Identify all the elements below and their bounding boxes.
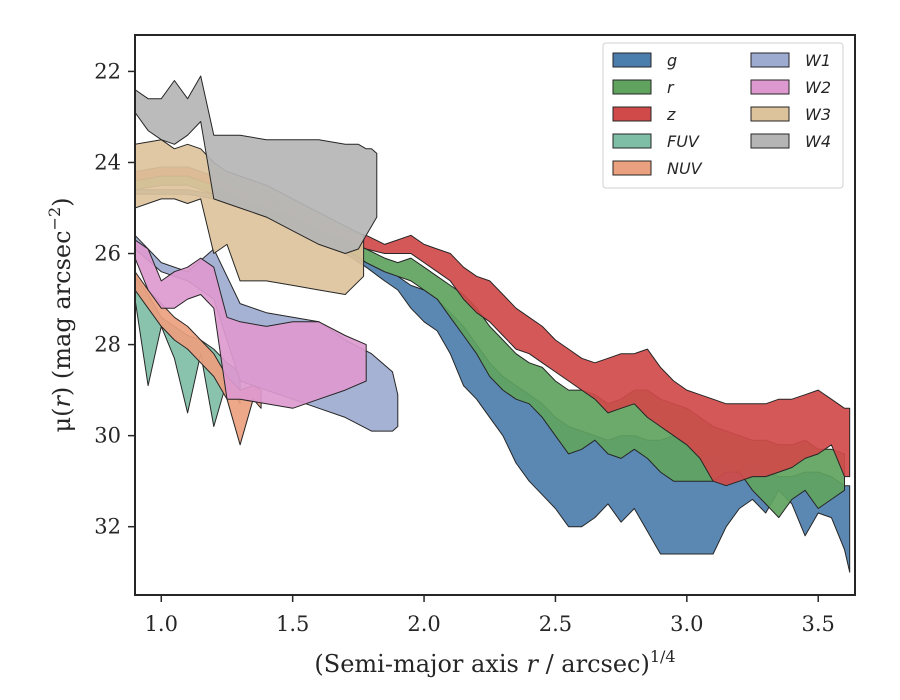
legend-label-fuv: FUV	[667, 132, 700, 151]
legend-swatch-w4	[750, 133, 790, 149]
legend-label-z: z	[666, 105, 676, 124]
x-tick-label: 3.0	[670, 612, 703, 636]
y-tick-label: 30	[94, 424, 121, 448]
x-tick-label: 2.0	[407, 612, 440, 636]
legend-swatch-g	[612, 52, 652, 68]
y-axis-ticks: 22 24 26 28 30 32	[94, 59, 135, 539]
band-w4	[135, 75, 378, 254]
band-z	[135, 166, 851, 487]
legend-label-w1: W1	[805, 51, 831, 70]
legend-label-nuv: NUV	[667, 159, 703, 178]
legend-swatch-w2	[750, 79, 790, 95]
band-r	[135, 175, 845, 519]
y-tick-label: 24	[94, 150, 121, 174]
y-tick-label: 32	[94, 515, 121, 539]
x-tick-label: 1.5	[276, 612, 309, 636]
legend-swatch-z	[612, 106, 652, 122]
plot-frame	[134, 34, 856, 596]
y-tick-label: 22	[94, 59, 121, 83]
x-tick-label: 1.0	[145, 612, 178, 636]
band-w2	[135, 239, 367, 409]
legend-swatch-nuv	[612, 160, 652, 176]
legend-label-w3: W3	[805, 105, 831, 124]
band-nuv	[135, 271, 262, 446]
legend-label-w2: W2	[805, 78, 831, 97]
legend-swatch-w1	[750, 52, 790, 68]
legend-label-r: r	[667, 78, 675, 97]
legend: grz FUV NUV W1 W2 W3 W4	[602, 42, 844, 189]
legend-swatch-r	[612, 79, 652, 95]
profile-bands	[135, 75, 851, 573]
legend-swatch-w3	[750, 106, 790, 122]
x-axis-label: (Semi-major axis r / arcsec)1/4	[314, 647, 675, 678]
x-tick-label: 3.5	[802, 612, 835, 636]
x-axis-ticks: 1.0 1.5 2.0 2.5 3.0 3.5	[145, 595, 835, 636]
legend-box	[602, 42, 844, 189]
legend-label-g: g	[667, 51, 677, 70]
y-axis-label: μ(r) (mag arcsec−2)	[45, 197, 76, 432]
legend-swatch-fuv	[612, 133, 652, 149]
y-tick-label: 26	[94, 242, 121, 266]
y-tick-label: 28	[94, 333, 121, 357]
legend-label-w4: W4	[805, 132, 831, 151]
x-tick-label: 2.5	[539, 612, 572, 636]
